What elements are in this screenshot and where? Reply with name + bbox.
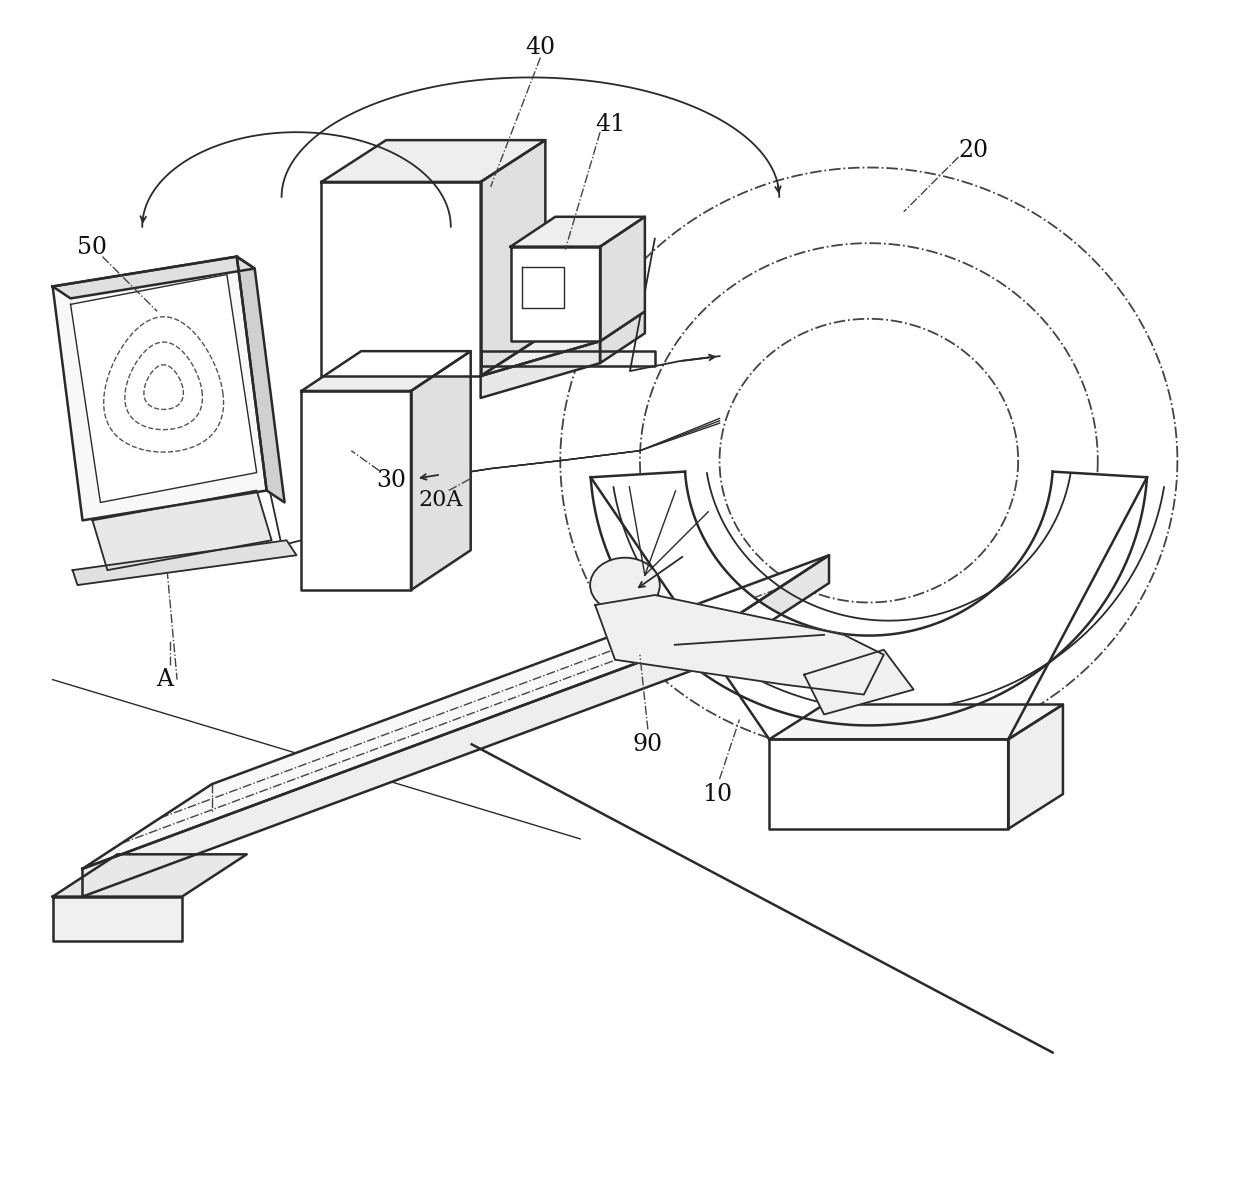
Polygon shape [301,391,410,590]
Text: A: A [156,668,172,691]
Text: 20A: 20A [419,490,463,511]
Text: 41: 41 [595,113,625,135]
Text: 50: 50 [77,236,108,259]
Polygon shape [93,491,272,570]
Polygon shape [52,855,247,897]
Polygon shape [769,740,1008,830]
Text: 10: 10 [703,783,733,806]
Polygon shape [481,311,645,376]
Polygon shape [71,274,257,503]
Text: 40: 40 [526,36,556,59]
Polygon shape [321,182,481,376]
Polygon shape [83,640,699,897]
Polygon shape [410,351,471,590]
Polygon shape [481,341,600,397]
Polygon shape [73,540,296,585]
Polygon shape [52,897,182,941]
Polygon shape [237,256,284,503]
Polygon shape [511,247,600,341]
Text: 90: 90 [632,733,663,755]
Polygon shape [805,650,914,715]
Polygon shape [522,267,564,309]
Polygon shape [481,140,546,376]
Polygon shape [481,351,655,366]
Text: 20: 20 [959,139,988,162]
Polygon shape [52,256,267,521]
Polygon shape [769,705,1063,740]
Polygon shape [511,217,645,247]
Polygon shape [600,311,645,363]
Polygon shape [1008,705,1063,830]
Polygon shape [321,140,546,182]
Polygon shape [600,217,645,341]
Polygon shape [301,351,471,391]
Polygon shape [83,555,830,869]
Polygon shape [590,472,1147,725]
Text: 30: 30 [376,469,405,492]
Polygon shape [595,595,884,694]
Polygon shape [52,256,254,298]
Ellipse shape [590,558,660,613]
Polygon shape [699,555,830,668]
